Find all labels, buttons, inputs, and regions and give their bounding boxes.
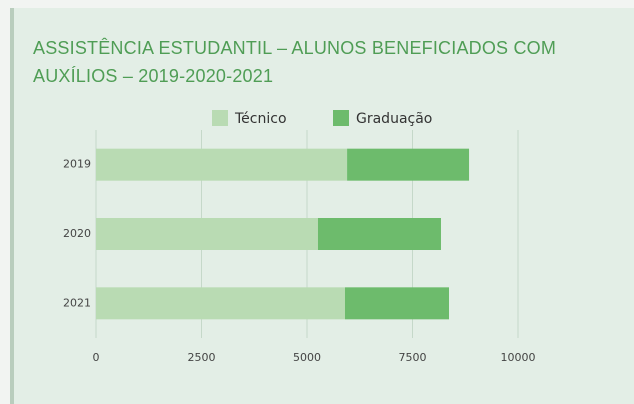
legend-label: Graduação — [356, 111, 432, 127]
bar-segment — [96, 148, 348, 181]
legend-swatch — [212, 110, 228, 126]
bar-segment — [96, 287, 345, 320]
y-tick-label: 2021 — [63, 296, 91, 309]
x-tick-label: 0 — [93, 351, 100, 364]
bar-segment — [317, 218, 441, 250]
x-tick-label: 10000 — [501, 351, 536, 364]
legend-label: Técnico — [234, 111, 287, 127]
y-tick-label: 2020 — [63, 227, 91, 240]
bar-segment — [344, 287, 450, 320]
chart-title: ASSISTÊNCIA ESTUDANTIL – ALUNOS BENEFICI… — [33, 38, 557, 86]
y-tick-label: 2019 — [63, 158, 91, 171]
panel — [12, 8, 634, 404]
x-tick-label: 5000 — [293, 351, 321, 364]
legend-swatch — [333, 110, 349, 126]
bar-segment — [96, 218, 318, 250]
bar-segment — [347, 148, 470, 181]
x-tick-label: 2500 — [188, 351, 216, 364]
x-tick-label: 7500 — [399, 351, 427, 364]
panel-border — [10, 8, 14, 404]
